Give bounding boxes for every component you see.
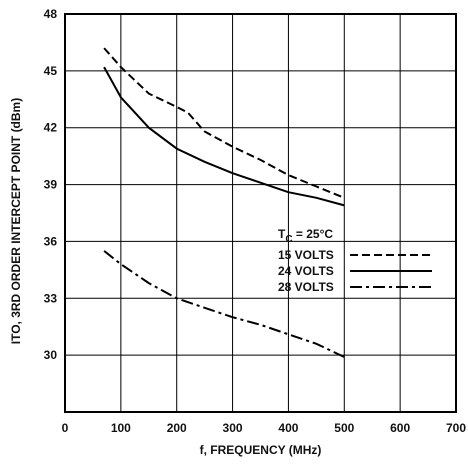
legend-title-prefix: T	[278, 227, 286, 241]
x-tick-label: 300	[223, 421, 243, 435]
legend-title-subscript: C	[285, 234, 292, 245]
series-line-1	[103, 47, 345, 199]
series-layer	[103, 47, 345, 358]
x-tick-label: 400	[278, 421, 298, 435]
x-axis-label: f, FREQUENCY (MHz)	[200, 443, 322, 457]
x-tick-label: 700	[446, 421, 466, 435]
grid-lines	[65, 14, 456, 412]
x-tick-labels: 0 100 200 300 400 500 600 700	[62, 421, 467, 435]
series-line-3	[103, 250, 345, 358]
x-tick-label: 500	[334, 421, 354, 435]
y-axis-label: ITO, 3RD ORDER INTERCEPT POINT (dBm)	[9, 98, 23, 344]
y-tick-label: 45	[44, 64, 58, 78]
x-tick-label: 100	[111, 421, 131, 435]
y-tick-label: 36	[44, 234, 58, 248]
y-tick-label: 48	[44, 7, 58, 21]
legend-title-suffix: = 25°C	[293, 227, 334, 241]
legend-title: TC = 25°C	[278, 227, 333, 245]
x-tick-label: 200	[167, 421, 187, 435]
series-line-2	[103, 66, 345, 207]
legend-entry-label: 28 VOLTS	[278, 280, 334, 294]
x-tick-label: 600	[390, 421, 410, 435]
y-tick-labels: 30 33 36 39 42 45 48	[44, 7, 58, 362]
legend-entry-label: 24 VOLTS	[278, 264, 334, 278]
y-tick-label: 30	[44, 348, 58, 362]
plot-frame	[64, 13, 457, 413]
legend-entry-label: 15 VOLTS	[278, 248, 334, 262]
x-tick-label: 0	[62, 421, 69, 435]
y-tick-label: 42	[44, 121, 58, 135]
y-tick-label: 39	[44, 178, 58, 192]
y-tick-label: 33	[44, 291, 58, 305]
legend: TC = 25°C 15 VOLTS 24 VOLTS 28 VOLTS	[278, 227, 432, 294]
